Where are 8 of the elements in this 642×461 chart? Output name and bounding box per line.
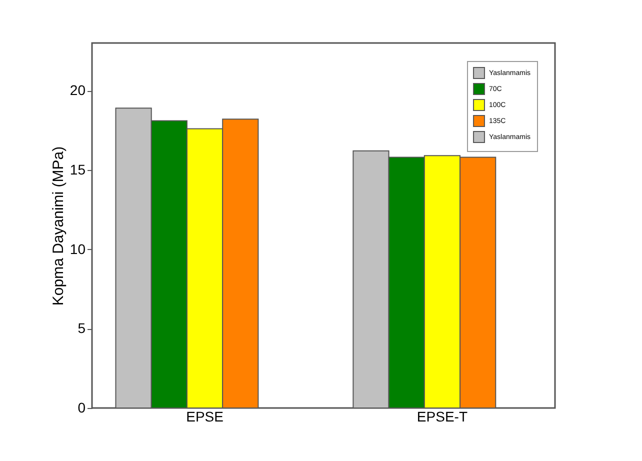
x-tick-label: EPSE — [186, 408, 224, 424]
y-tick-label: 10 — [70, 240, 86, 257]
y-tick-label: 5 — [78, 320, 86, 336]
y-tick-label: 0 — [78, 400, 86, 416]
x-tick-label: EPSE-T — [416, 408, 468, 424]
y-tick-label: 20 — [70, 82, 86, 98]
y-axis-title: Kopma Dayanimi (MPa) — [50, 146, 67, 306]
y-tick-label: 15 — [70, 161, 86, 178]
